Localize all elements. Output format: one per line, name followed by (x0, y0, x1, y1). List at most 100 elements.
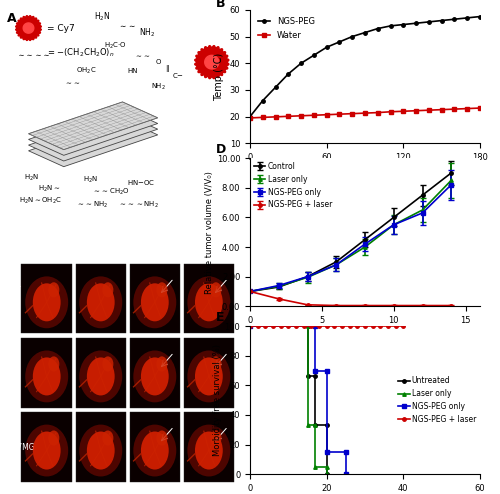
NGS-PEG + laser (286, 323, 292, 329)
NGS-PEG + laser (293, 323, 299, 329)
Ellipse shape (156, 282, 168, 297)
Legend: NGS-PEG, Water: NGS-PEG, Water (254, 14, 318, 43)
Ellipse shape (188, 351, 230, 402)
Laser only (247, 323, 253, 329)
NGS-PEG + laser (332, 323, 338, 329)
Text: NH$_2$: NH$_2$ (139, 26, 155, 39)
Text: 24 h: 24 h (200, 249, 216, 258)
Text: 30 min: 30 min (33, 249, 60, 258)
Ellipse shape (25, 351, 68, 402)
NGS-PEG + laser (262, 323, 268, 329)
NGS-PEG + laser (378, 323, 384, 329)
Laser only (304, 323, 310, 329)
Ellipse shape (80, 351, 122, 402)
Y-axis label: Relative tumor volume (V/V₀): Relative tumor volume (V/V₀) (205, 171, 214, 293)
Line: NGS-PEG + laser: NGS-PEG + laser (248, 324, 405, 328)
NGS-PEG (247, 114, 253, 120)
Untreated (324, 471, 330, 477)
Ellipse shape (87, 432, 115, 469)
Water (324, 112, 330, 118)
Ellipse shape (87, 284, 115, 322)
NGS-PEG (388, 23, 394, 29)
Ellipse shape (141, 358, 169, 395)
Text: = $-$(CH$_2$CH$_2$O)$_n$: = $-$(CH$_2$CH$_2$O)$_n$ (48, 47, 115, 59)
NGS-PEG + laser (278, 323, 283, 329)
NGS-PEG only (343, 449, 349, 455)
Laser only (304, 422, 310, 428)
Polygon shape (23, 23, 34, 33)
NGS-PEG + laser (400, 323, 406, 329)
Text: NH$_2$: NH$_2$ (150, 82, 166, 92)
Ellipse shape (188, 425, 230, 476)
Line: Water: Water (248, 106, 482, 120)
Untreated (304, 373, 310, 379)
Ellipse shape (80, 425, 122, 476)
Line: Laser only: Laser only (248, 324, 328, 476)
Polygon shape (28, 119, 158, 166)
Text: $\sim\sim$CH$_2$O: $\sim\sim$CH$_2$O (92, 187, 130, 197)
Text: HN$-$OC: HN$-$OC (127, 178, 156, 187)
NGS-PEG (426, 19, 432, 25)
NGS-PEG (400, 22, 406, 28)
Text: C$-$: C$-$ (172, 71, 184, 81)
Ellipse shape (195, 432, 223, 469)
Water (375, 110, 381, 116)
NGS-PEG (324, 44, 330, 50)
NGS-PEG (311, 52, 317, 58)
Laser only (324, 471, 330, 477)
Text: A: A (8, 12, 17, 25)
Ellipse shape (141, 284, 169, 322)
X-axis label: Days: Days (353, 330, 378, 340)
Water (272, 114, 278, 120)
NGS-PEG only (312, 323, 318, 329)
NGS-PEG + laser (339, 323, 345, 329)
Text: $\mathtt{\sim\sim\sim\sim}$: $\mathtt{\sim\sim\sim\sim}$ (17, 48, 50, 58)
Untreated (304, 323, 310, 329)
Line: NGS-PEG only: NGS-PEG only (248, 324, 348, 476)
Ellipse shape (102, 282, 114, 297)
Ellipse shape (33, 284, 60, 322)
Water (260, 115, 266, 121)
Ellipse shape (48, 430, 60, 446)
Untreated (247, 323, 253, 329)
Line: NGS-PEG: NGS-PEG (248, 15, 482, 119)
Ellipse shape (141, 432, 169, 469)
Text: H$_2$N$\sim$: H$_2$N$\sim$ (38, 184, 60, 195)
NGS-PEG + laser (385, 323, 391, 329)
Legend: Control, Laser only, NGS-PEG only, NGS-PEG + laser: Control, Laser only, NGS-PEG only, NGS-P… (254, 162, 332, 209)
Laser only (312, 464, 318, 470)
X-axis label: Time (s): Time (s) (345, 167, 385, 177)
Polygon shape (28, 108, 158, 155)
Laser only (312, 422, 318, 428)
NGS-PEG only (343, 471, 349, 477)
Water (413, 108, 419, 114)
Text: 4T1: 4T1 (8, 280, 22, 288)
Ellipse shape (80, 277, 122, 329)
Text: = Cy7: = Cy7 (48, 24, 75, 33)
NGS-PEG (413, 20, 419, 26)
NGS-PEG + laser (392, 323, 398, 329)
Text: $\sim\sim$: $\sim\sim$ (134, 52, 152, 58)
NGS-PEG (272, 84, 278, 90)
Polygon shape (195, 45, 229, 79)
Ellipse shape (25, 425, 68, 476)
Text: 1 h: 1 h (94, 249, 106, 258)
Untreated (324, 422, 330, 428)
Text: E: E (216, 311, 224, 324)
NGS-PEG + laser (324, 323, 330, 329)
Y-axis label: Temp (°C): Temp (°C) (214, 52, 224, 101)
NGS-PEG + laser (308, 323, 314, 329)
Water (452, 106, 458, 112)
Water (426, 107, 432, 113)
NGS-PEG + laser (316, 323, 322, 329)
NGS-PEG (452, 16, 458, 22)
NGS-PEG + laser (370, 323, 376, 329)
Ellipse shape (156, 356, 168, 371)
Ellipse shape (195, 284, 223, 322)
NGS-PEG + laser (270, 323, 276, 329)
Text: $\sim\sim\sim$NH$_2$: $\sim\sim\sim$NH$_2$ (118, 200, 158, 210)
Text: $\|$: $\|$ (165, 63, 170, 75)
Text: $\sim\sim$: $\sim\sim$ (118, 21, 136, 30)
Text: 6 h: 6 h (148, 249, 160, 258)
Text: U87MG: U87MG (8, 443, 35, 452)
